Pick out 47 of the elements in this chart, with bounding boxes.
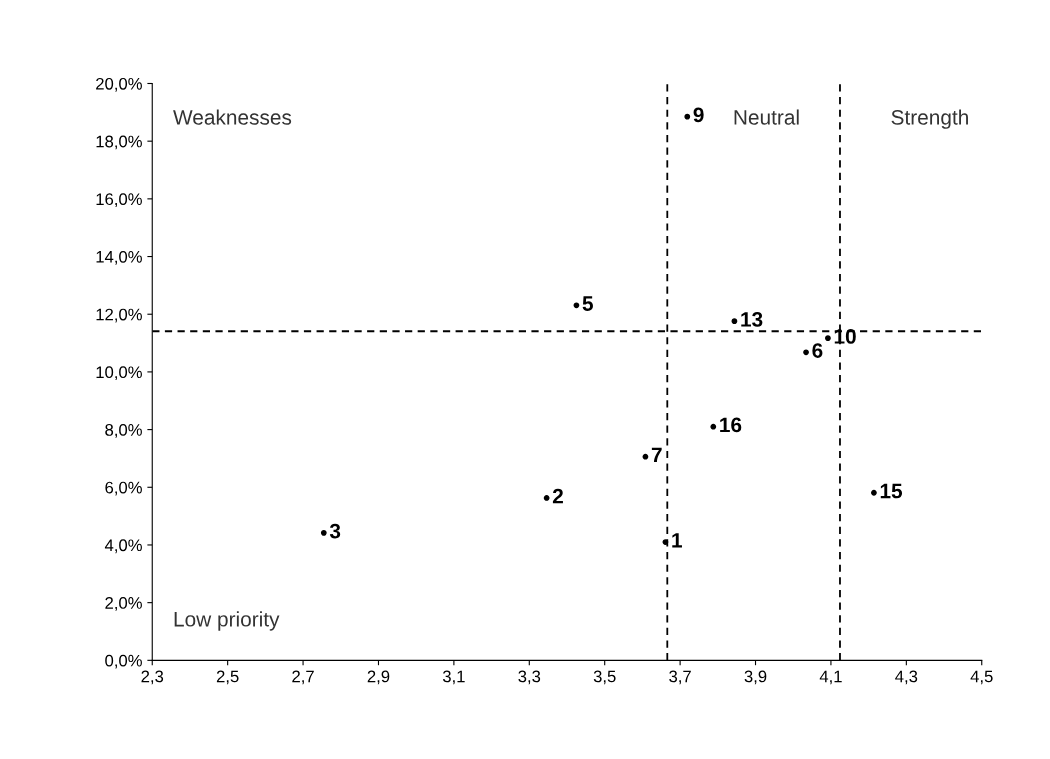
x-tick-label: 4,3	[895, 670, 918, 685]
series-label: 1	[672, 533, 682, 548]
y-tick-label: 6,0%	[105, 481, 142, 496]
point	[871, 489, 877, 496]
series-label: 3	[329, 523, 341, 539]
x-tick-label: 3,9	[744, 670, 767, 685]
y-tick-label: 18,0%	[96, 135, 142, 150]
series-label: 7	[651, 447, 662, 463]
point	[684, 113, 691, 120]
x-tick-label: 2,9	[367, 670, 390, 685]
x-tick-label: 4,5	[970, 670, 993, 685]
annotation: Weaknesses	[173, 109, 292, 125]
x-tick-label: 3,1	[442, 670, 465, 685]
y-tick-label: 14,0%	[96, 250, 142, 265]
series-label: 6	[812, 343, 823, 358]
x-tick-label: 3,7	[669, 670, 691, 685]
y-tick-label: 8,0%	[105, 424, 142, 438]
point	[825, 335, 831, 342]
point	[710, 423, 717, 430]
series-label: 2	[552, 488, 563, 504]
series-label: 16	[720, 417, 742, 433]
y-tick-label: 10,0%	[96, 366, 142, 381]
point	[803, 349, 809, 356]
x-tick-label: 2,5	[216, 670, 239, 685]
annotation: Strength	[891, 109, 968, 129]
x-tick-label: 3,5	[593, 670, 616, 685]
point	[731, 318, 738, 325]
y-tick-label: 4,0%	[104, 539, 142, 554]
series-label: 13	[741, 311, 763, 327]
y-tick-label: 12,0%	[96, 308, 142, 323]
annotation: Low priority	[174, 611, 280, 631]
y-tick-label: 2,0%	[105, 597, 142, 611]
x-tick-label: 3,3	[518, 670, 541, 685]
series-label: 9	[693, 107, 704, 123]
annotation: Neutral	[734, 109, 799, 125]
y-tick-label: 20,0%	[96, 77, 142, 92]
y-tick-label: 0,0%	[105, 654, 142, 669]
point	[642, 453, 649, 460]
point	[573, 302, 580, 309]
y-tick-label: 16,0%	[96, 193, 142, 208]
x-tick-label: 4,1	[819, 670, 842, 685]
point	[543, 495, 550, 501]
point	[320, 529, 327, 536]
x-tick-label: 2,7	[292, 670, 314, 685]
series-label: 5	[582, 296, 593, 311]
x-tick-label: 2,3	[141, 670, 164, 685]
series-label: 15	[880, 483, 903, 499]
